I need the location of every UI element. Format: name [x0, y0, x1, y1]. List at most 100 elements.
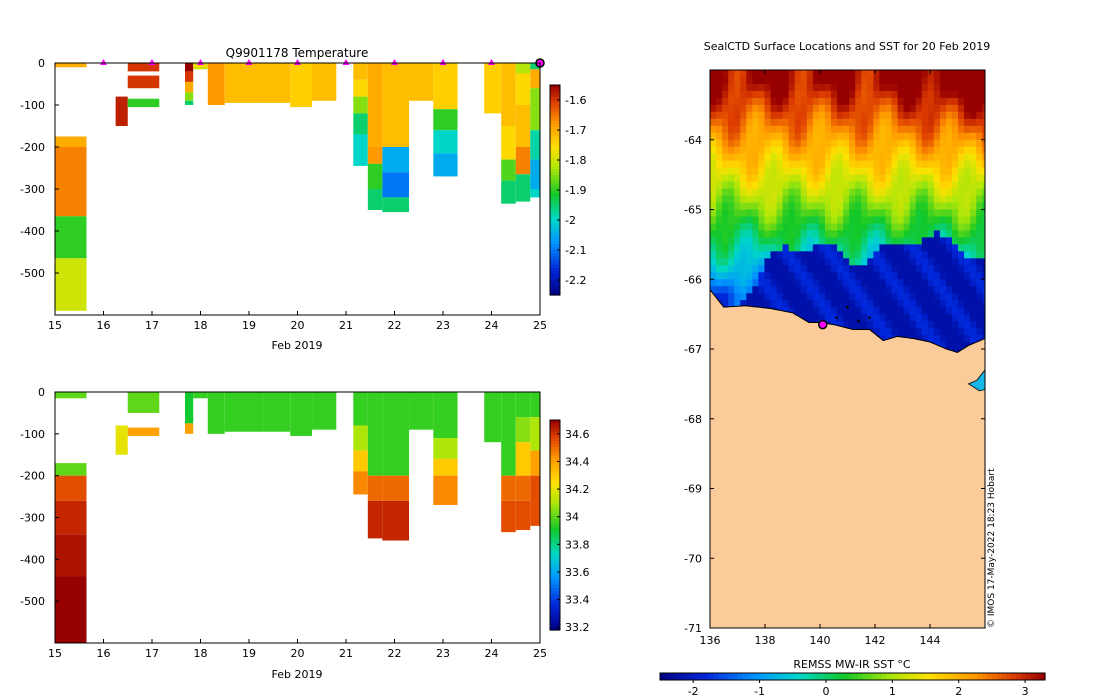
sst-colorbar-band: [814, 673, 820, 680]
sst-cell: [958, 265, 965, 273]
temperature-profile-18-seg-0: [530, 63, 540, 70]
sst-cell: [806, 230, 814, 238]
sst-cell: [915, 279, 923, 287]
sst-cell: [806, 223, 814, 231]
salinity-xtick-label: 16: [97, 647, 111, 660]
sst-cell: [843, 160, 850, 169]
sst-cell: [758, 300, 765, 308]
sst-cell: [958, 237, 965, 245]
sst-cell: [945, 216, 953, 224]
sst-cell: [849, 90, 856, 99]
sst-cell: [927, 153, 935, 162]
sst-cell: [976, 314, 983, 322]
temperature-colorbar-band: [550, 148, 560, 152]
sst-cell: [873, 111, 880, 120]
sst-cell: [758, 146, 765, 155]
sst-cell: [818, 202, 826, 210]
sst-cell: [764, 202, 771, 210]
sst-cell: [716, 279, 723, 287]
salinity-profile-11-seg-0: [367, 392, 383, 476]
map-ytick-label: -64: [684, 134, 702, 147]
sst-colorbar-band: [703, 673, 709, 680]
sst-cell: [806, 83, 814, 92]
sst-cell: [958, 335, 965, 343]
sst-cell: [891, 181, 899, 190]
sst-cell: [939, 195, 947, 204]
sst-cell: [897, 314, 905, 322]
sst-colorbar-label: REMSS MW-IR SST °C: [793, 658, 911, 671]
sst-cell: [976, 223, 983, 231]
sst-cell: [861, 237, 868, 245]
sst-cell: [873, 118, 880, 127]
sst-cell: [855, 132, 862, 141]
sst-cell: [734, 293, 741, 301]
sst-cell: [976, 146, 983, 155]
sst-cell: [837, 167, 844, 176]
sst-cell: [855, 160, 862, 169]
sst-colorbar-band: [891, 673, 897, 680]
sst-cell: [788, 76, 796, 85]
sst-cell: [861, 139, 868, 148]
sst-cell: [758, 83, 765, 92]
sst-cell: [921, 188, 929, 197]
sst-cell: [958, 70, 965, 78]
sst-cell: [812, 195, 820, 204]
sst-colorbar-band: [775, 673, 781, 680]
sst-cell: [812, 202, 820, 210]
sst-colorbar: -2 -1 0 1 2 3: [659, 672, 1046, 698]
sst-cell: [867, 300, 874, 308]
sst-cell: [933, 139, 941, 148]
sst-cell: [831, 300, 838, 308]
temperature-colorbar-band: [550, 244, 560, 248]
sst-cell: [843, 216, 850, 224]
sst-cell: [897, 300, 905, 308]
sst-cell: [831, 237, 838, 245]
sst-cell: [728, 293, 735, 301]
sst-cell: [958, 132, 965, 141]
temperature-colorbar-band: [550, 232, 560, 236]
sst-cell: [837, 223, 844, 231]
sst-cell: [722, 104, 729, 113]
sst-cell: [837, 153, 844, 162]
sst-colorbar-tick-label: -2: [688, 685, 699, 698]
sst-cell: [939, 111, 947, 120]
sst-cell: [873, 293, 880, 301]
sst-colorbar-band: [789, 673, 796, 680]
salinity-profiles: [55, 392, 540, 643]
sst-cell: [873, 174, 880, 183]
sst-cell: [837, 195, 844, 204]
sst-cell: [734, 251, 741, 259]
sst-map: SealCTD Surface Locations and SST for 20…: [659, 40, 1046, 698]
sst-cell: [812, 146, 820, 155]
salinity-colorbar-band: [550, 420, 560, 424]
sst-cell: [915, 265, 923, 273]
sst-cell: [770, 258, 778, 266]
temperature-colorbar-band: [550, 262, 560, 266]
sst-cell: [782, 153, 790, 162]
sst-cell: [903, 265, 911, 273]
sst-cell: [794, 83, 802, 92]
sst-cell: [764, 258, 771, 266]
sst-cell: [945, 265, 953, 273]
sst-cell: [770, 132, 778, 141]
sst-cell: [758, 188, 765, 197]
sst-cell: [861, 83, 868, 92]
sst-cell: [855, 111, 862, 120]
salinity-profile-2-seg-1: [127, 427, 160, 436]
sst-cell: [722, 90, 729, 99]
sst-cell: [915, 321, 923, 329]
sst-cell: [909, 146, 917, 155]
salinity-xtick-label: 21: [339, 647, 353, 660]
sst-cell: [824, 167, 832, 176]
temperature-xtick-label: 25: [533, 319, 547, 332]
sst-cell: [788, 202, 796, 210]
sst-cell: [740, 181, 747, 190]
temperature-profile-17-seg-4: [515, 174, 531, 202]
sst-cell: [734, 300, 741, 308]
sst-cell: [837, 97, 844, 106]
sst-cell: [976, 111, 983, 120]
sst-cell: [837, 251, 844, 259]
sst-cell: [728, 174, 735, 183]
sst-cell: [958, 125, 965, 134]
sst-colorbar-band: [722, 673, 728, 680]
